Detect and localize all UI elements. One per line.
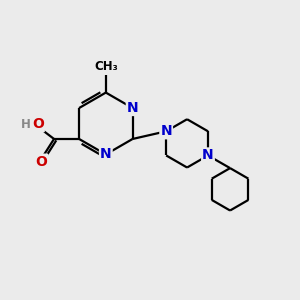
Text: N: N: [127, 101, 138, 115]
Text: CH₃: CH₃: [94, 60, 118, 73]
Text: N: N: [100, 147, 112, 161]
Text: O: O: [32, 117, 44, 131]
Text: N: N: [160, 124, 172, 138]
Text: O: O: [35, 154, 47, 169]
Text: N: N: [202, 148, 214, 162]
Text: H: H: [21, 118, 31, 131]
